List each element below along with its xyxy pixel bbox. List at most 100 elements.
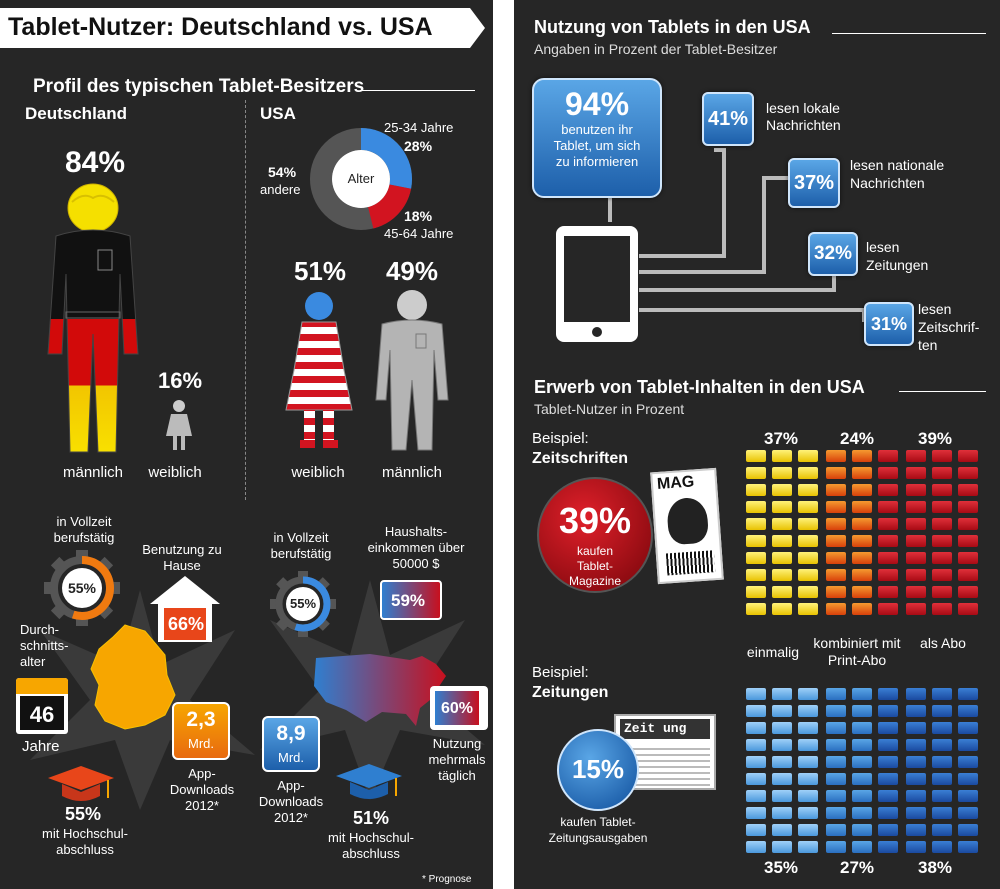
newspapers-grid-tile: [958, 824, 978, 836]
usage-item-4-label: lesen Zeitschrif-ten: [918, 301, 980, 353]
magazines-grid-tile: [746, 552, 766, 564]
magazines-grid-tile: [772, 535, 792, 547]
newspapers-grid-tile: [852, 705, 872, 717]
magazines-grid-tile: [932, 603, 952, 615]
germany-home-label: Benutzung zu Hause: [142, 542, 222, 573]
magazines-grid-tile: [852, 552, 872, 564]
germany-fulltime-pct: 55%: [67, 580, 97, 596]
usa-fulltime-label: in Vollzeit berufstätig: [270, 530, 332, 561]
usa-male-label: männlich: [381, 464, 443, 481]
usage-item-3-pct: 32%: [813, 243, 853, 264]
newspapers-grid-tile: [826, 688, 846, 700]
germany-downloads-unit: Mrd.: [188, 736, 214, 751]
magazines-grid-tile: [958, 518, 978, 530]
left-panel: Tablet-Nutzer: Deutschland vs. USA Profi…: [0, 0, 493, 889]
magazines-grid-tile: [906, 586, 926, 598]
magazines-grid-tile: [746, 603, 766, 615]
magazines-grid-tile: [746, 586, 766, 598]
magazines-grid-tile: [932, 518, 952, 530]
germany-label: Deutschland: [25, 104, 128, 123]
usa-female-label: weiblich: [291, 464, 345, 481]
title-banner-shape: [0, 8, 485, 48]
magazines-grid-tile: [852, 603, 872, 615]
house-icon: [150, 576, 220, 642]
newspapers-grid-tile: [906, 739, 926, 751]
newspapers-grid-tile: [746, 790, 766, 802]
age-seg1-pct: 28%: [404, 138, 433, 154]
magazines-grid-tile: [958, 484, 978, 496]
newspapers-grid-tile: [906, 790, 926, 802]
magazines-grid-tile: [852, 484, 872, 496]
newspapers-split-2: 27%: [839, 858, 875, 877]
magazines-grid-tile: [772, 501, 792, 513]
column-divider: [245, 100, 246, 500]
magazines-grid-tile: [852, 569, 872, 581]
newspapers-grid-tile: [852, 841, 872, 853]
newspapers-grid-tile: [878, 688, 898, 700]
newspapers-grid-tile: [932, 756, 952, 768]
newspapers-grid-tile: [852, 756, 872, 768]
magazines-grid-tile: [798, 484, 818, 496]
magazines-grid-tile: [746, 518, 766, 530]
newspapers-grid-tile: [772, 756, 792, 768]
legend-abo: als Abo: [920, 635, 966, 651]
usa-usage-label: Nutzung mehrmals täglich: [428, 736, 486, 783]
usa-income-pct: 59%: [390, 591, 426, 610]
magazines-grid-tile: [852, 535, 872, 547]
magazines-grid-tile: [878, 552, 898, 564]
germany-male-pct: 84%: [64, 146, 126, 179]
footnote: * Prognose: [422, 874, 472, 885]
germany-male-label: männlich: [62, 464, 124, 481]
magazines-pct: 39%: [558, 500, 632, 541]
magazines-grid-tile: [826, 484, 846, 496]
newspapers-grid: [746, 688, 986, 858]
germany-age-unit: Jahre: [22, 738, 60, 755]
male-figure-germany-icon: [47, 183, 139, 453]
newspapers-grid-tile: [772, 773, 792, 785]
newspapers-circle: [557, 729, 639, 811]
newspapers-grid-tile: [852, 739, 872, 751]
newspapers-grid-tile: [798, 705, 818, 717]
newspapers-grid-tile: [746, 756, 766, 768]
magazines-grid-tile: [746, 535, 766, 547]
newspapers-grid-tile: [932, 688, 952, 700]
newspapers-grid-tile: [906, 756, 926, 768]
germany-downloads-badge: [172, 702, 230, 760]
newspapers-grid-tile: [772, 705, 792, 717]
usage-item-1-label: lesen lokale Nachrichten: [766, 100, 841, 133]
gear-icon: [44, 550, 120, 626]
tablet-usage-icon: [430, 686, 488, 730]
female-figure-usa-icon: [285, 292, 353, 448]
magazines-grid-tile: [878, 569, 898, 581]
newspapers-grid-tile: [746, 824, 766, 836]
germany-downloads-value: 2,3: [186, 708, 216, 731]
newspapers-grid-tile: [906, 807, 926, 819]
magazines-grid-tile: [906, 518, 926, 530]
newspapers-grid-tile: [826, 756, 846, 768]
content-title: Erwerb von Tablet-Inhalten in den USA: [534, 377, 865, 397]
tablet-usage-screen: [435, 691, 479, 725]
magazines-name: Zeitschriften: [532, 450, 629, 467]
newspapers-grid-tile: [798, 688, 818, 700]
magazines-grid-tile: [852, 586, 872, 598]
newspapers-grid-tile: [932, 722, 952, 734]
magazines-grid-tile: [958, 569, 978, 581]
magazines-grid-tile: [798, 569, 818, 581]
newspapers-grid-tile: [932, 807, 952, 819]
magazines-grid-tile: [932, 535, 952, 547]
main-usage-label: benutzen ihr Tablet, um sich zu informie…: [553, 122, 641, 169]
magazines-grid-tile: [906, 535, 926, 547]
newspapers-grid-tile: [826, 824, 846, 836]
germany-degree-pct: 55%: [64, 804, 102, 824]
usage-title: Nutzung von Tablets in den USA: [534, 17, 811, 37]
magazines-grid-tile: [826, 535, 846, 547]
newspapers-buy-label: kaufen Tablet-Zeitungsausgaben: [548, 815, 648, 845]
magazines-grid-tile: [878, 484, 898, 496]
magazines-grid-tile: [958, 501, 978, 513]
magazines-grid-tile: [772, 603, 792, 615]
usa-income-label: Haushalts-einkommen über 50000 $: [367, 524, 465, 571]
main-usage-badge: [532, 78, 662, 198]
usage-title-rule: [832, 33, 986, 34]
newspapers-grid-tile: [932, 841, 952, 853]
magazines-grid-tile: [746, 501, 766, 513]
